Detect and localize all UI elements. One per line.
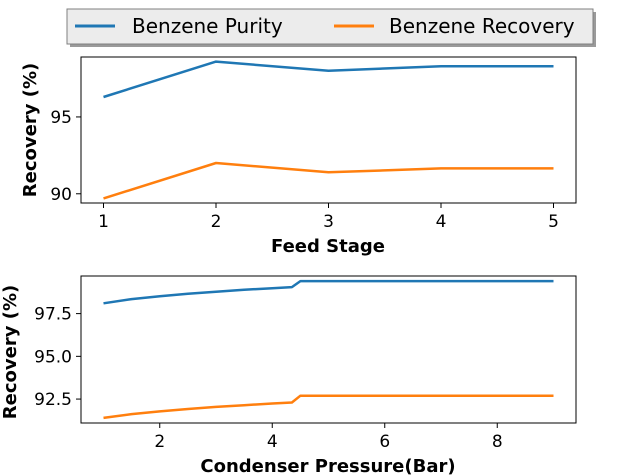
condenser-pressure-plot-area: 2 4 6 8 92.5 95.0 97.5 [34, 275, 577, 452]
feed-stage-series-purity-line [103, 60, 554, 99]
feed-stage-x-axis-title: Feed Stage [271, 236, 385, 257]
feed-stage-series-recovery-line [103, 161, 554, 200]
condenser-pressure-x-tick-label: 2 [154, 432, 165, 452]
condenser-pressure-chart: 2 4 6 8 92.5 95.0 97.5 Condenser Pressure(Bar)… [0, 275, 577, 476]
legend-label-purity: Benzene Purity [132, 14, 283, 38]
condenser-pressure-y-tick-label: 97.5 [34, 305, 72, 325]
condenser-pressure-axes-frame [80, 275, 577, 424]
condenser-pressure-x-axis-title: Condenser Pressure(Bar) [200, 456, 455, 476]
feed-stage-chart: 1 2 3 4 5 90 95 Feed Stage Recovery (%) [20, 56, 577, 257]
feed-stage-y-tick-label: 95 [50, 108, 72, 128]
feed-stage-x-tick-label: 1 [98, 212, 109, 232]
legend-box [66, 8, 594, 45]
condenser-pressure-y-tick-label: 92.5 [34, 390, 72, 410]
condenser-pressure-series-purity-line [103, 279, 554, 305]
feed-stage-x-tick-label: 4 [436, 212, 447, 232]
feed-stage-y-tick-label: 90 [50, 185, 72, 205]
legend: Benzene Purity Benzene Recovery [66, 8, 596, 47]
feed-stage-y-axis-title: Recovery (%) [20, 63, 41, 197]
condenser-pressure-x-tick-label: 8 [492, 432, 503, 452]
feed-stage-x-tick-label: 3 [323, 212, 334, 232]
condenser-pressure-x-tick-label: 6 [379, 432, 390, 452]
feed-stage-x-tick-label: 5 [548, 212, 559, 232]
feed-stage-plot-area: 1 2 3 4 5 90 95 [50, 56, 577, 232]
condenser-pressure-series-recovery-line [103, 394, 554, 420]
condenser-pressure-y-tick-label: 95.0 [34, 347, 72, 367]
feed-stage-x-tick-label: 2 [211, 212, 222, 232]
condenser-pressure-x-tick-label: 4 [267, 432, 278, 452]
legend-label-recovery: Benzene Recovery [389, 14, 575, 38]
condenser-pressure-y-axis-title: Recovery (%) [0, 285, 21, 419]
